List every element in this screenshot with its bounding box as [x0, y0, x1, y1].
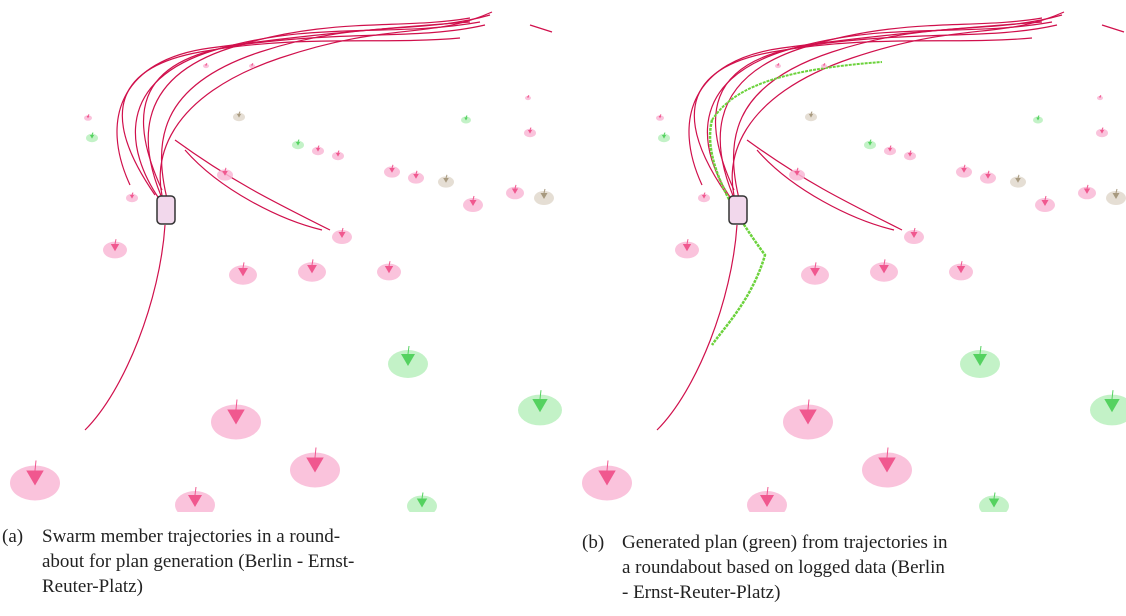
ego-vehicle: [729, 196, 747, 224]
trajectory: [530, 25, 552, 32]
caption-line: Generated plan (green) from trajectories…: [622, 530, 947, 555]
trajectory: [707, 22, 1052, 200]
caption-text: Swarm member trajectories in a round- ab…: [42, 524, 354, 599]
scene-view: [582, 12, 1126, 512]
trajectory: [175, 140, 330, 230]
trajectory: [747, 140, 902, 230]
page: (a) Swarm member trajectories in a round…: [0, 0, 1126, 616]
trajectory: [122, 38, 460, 195]
figure-images: [0, 0, 1126, 512]
trajectory: [135, 22, 480, 200]
trajectory: [85, 225, 165, 430]
trajectory: [117, 22, 470, 185]
generated-plan: [710, 120, 765, 345]
caption-line: about for plan generation (Berlin - Erns…: [42, 549, 354, 574]
trajectory: [689, 22, 1042, 185]
trajectory: [1102, 25, 1124, 32]
caption-line: - Ernst-Reuter-Platz): [622, 580, 947, 605]
scene-view: [10, 12, 562, 512]
caption-label: (a): [2, 524, 23, 549]
caption-line: Swarm member trajectories in a round-: [42, 524, 354, 549]
trajectory: [716, 25, 1057, 190]
generated-plan: [712, 62, 882, 120]
caption-label: (b): [582, 530, 604, 555]
trajectory: [144, 25, 485, 190]
caption-text: Generated plan (green) from trajectories…: [622, 530, 947, 605]
ego-vehicle: [157, 196, 175, 224]
caption-line: a roundabout based on logged data (Berli…: [622, 555, 947, 580]
trajectory: [694, 38, 1032, 195]
caption-line: Reuter-Platz): [42, 574, 354, 599]
